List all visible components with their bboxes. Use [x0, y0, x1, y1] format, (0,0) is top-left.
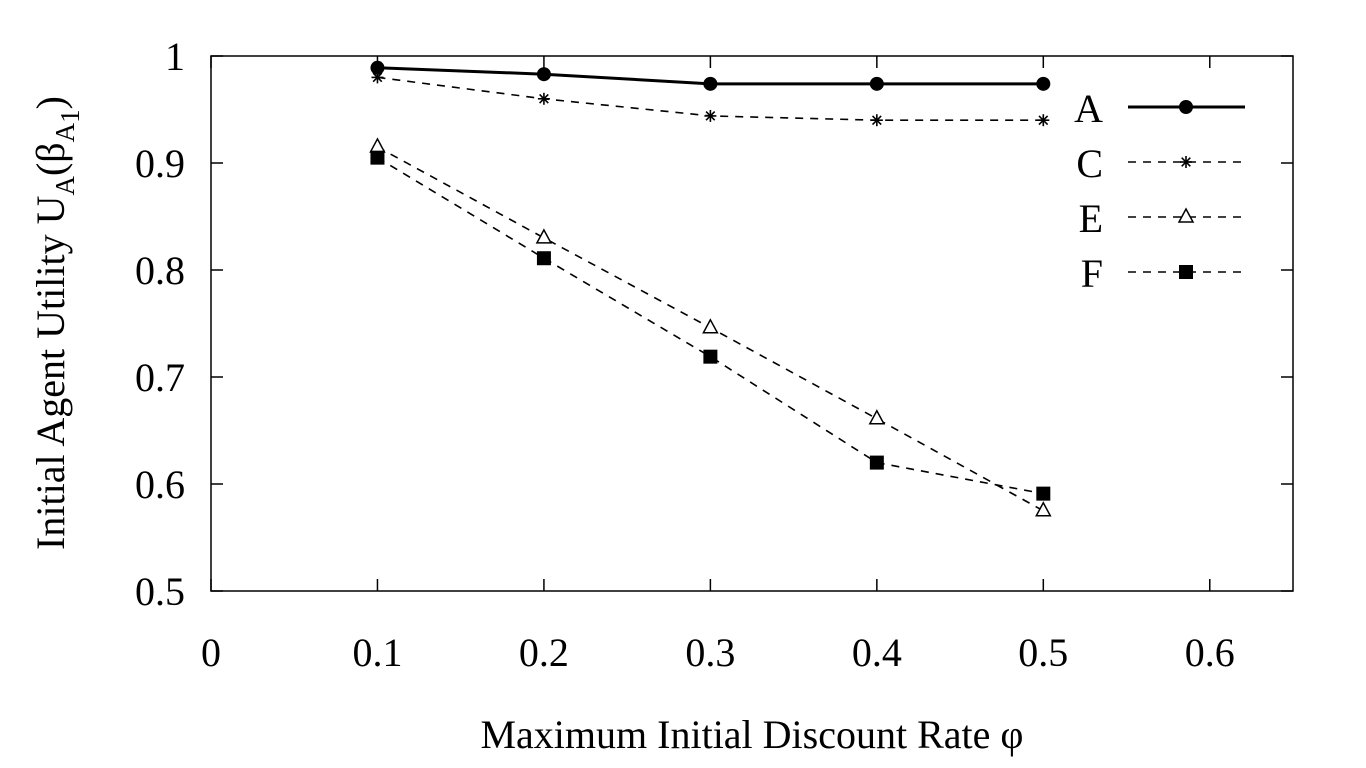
- y-tick-label-0: 0.5: [135, 569, 185, 614]
- y-tick-labels: 0.5 0.6 0.7 0.8 0.9 1: [135, 34, 185, 614]
- legend-marker-e: [1177, 207, 1195, 223]
- data-point-f-4: [1036, 486, 1051, 501]
- y-tick-label-5: 1: [165, 34, 185, 79]
- data-point-c-2: [704, 109, 717, 122]
- series-lines: [377, 66, 1044, 512]
- legend-label-e: E: [1079, 196, 1103, 241]
- data-point-f-0: [370, 150, 385, 165]
- x-tick-label-4: 0.4: [852, 630, 902, 675]
- data-point-a-0: [370, 60, 385, 75]
- data-point-c-0: [371, 71, 384, 84]
- data-point-a-1: [536, 67, 551, 82]
- data-point-c-1: [537, 92, 550, 105]
- data-point-a-4: [1036, 76, 1051, 91]
- data-point-f-2: [703, 349, 718, 364]
- x-tick-label-2: 0.2: [519, 630, 569, 675]
- x-tick-label-6: 0.6: [1185, 630, 1235, 675]
- series-markers: [369, 60, 1052, 517]
- x-tick-label-3: 0.3: [685, 630, 735, 675]
- y-axis-title: Initial Agent Utility UA(βA1): [28, 96, 85, 550]
- data-point-c-3: [870, 114, 883, 127]
- data-point-a-3: [869, 76, 884, 91]
- x-tick-label-1: 0.1: [352, 630, 402, 675]
- y-tick-label-4: 0.9: [135, 141, 185, 186]
- x-tick-label-0: 0: [201, 630, 221, 675]
- legend-label-a: A: [1074, 86, 1103, 131]
- y-tick-label-2: 0.7: [135, 355, 185, 400]
- y-axis-title-paren-open: (β: [28, 142, 73, 176]
- data-point-f-3: [869, 455, 884, 470]
- legend-marker-a: [1179, 100, 1193, 114]
- y-tick-label-3: 0.8: [135, 248, 185, 293]
- plot-frame: [210, 55, 1294, 592]
- y-axis-title-sub-beta: A: [50, 122, 80, 142]
- y-axis-title-paren-close: ): [28, 96, 73, 109]
- data-point-e-1: [535, 228, 553, 244]
- legend-label-f: F: [1081, 251, 1103, 296]
- axis-ticks: [210, 55, 1293, 592]
- data-point-c-4: [1037, 114, 1050, 127]
- data-point-e-3: [868, 409, 886, 425]
- legend-label-c: C: [1076, 141, 1103, 186]
- data-point-f-1: [536, 251, 551, 266]
- x-tick-label-5: 0.5: [1018, 630, 1068, 675]
- legend-marker-f: [1179, 265, 1193, 279]
- data-point-e-2: [702, 318, 719, 334]
- legend-marker-c: [1180, 156, 1192, 168]
- x-tick-labels: 0 0.1 0.2 0.3 0.4 0.5 0.6: [201, 630, 1235, 675]
- data-point-e-4: [1035, 501, 1052, 517]
- x-axis-title: Maximum Initial Discount Rate φ: [480, 712, 1023, 757]
- y-axis-title-main: Initial Agent Utility U: [28, 195, 73, 550]
- y-axis-title-sub-u: A: [50, 176, 80, 196]
- data-point-e-0: [369, 137, 386, 153]
- data-point-a-2: [703, 76, 718, 91]
- y-tick-label-1: 0.6: [135, 462, 185, 507]
- y-axis-title-sub-beta-sub: 1: [55, 109, 85, 123]
